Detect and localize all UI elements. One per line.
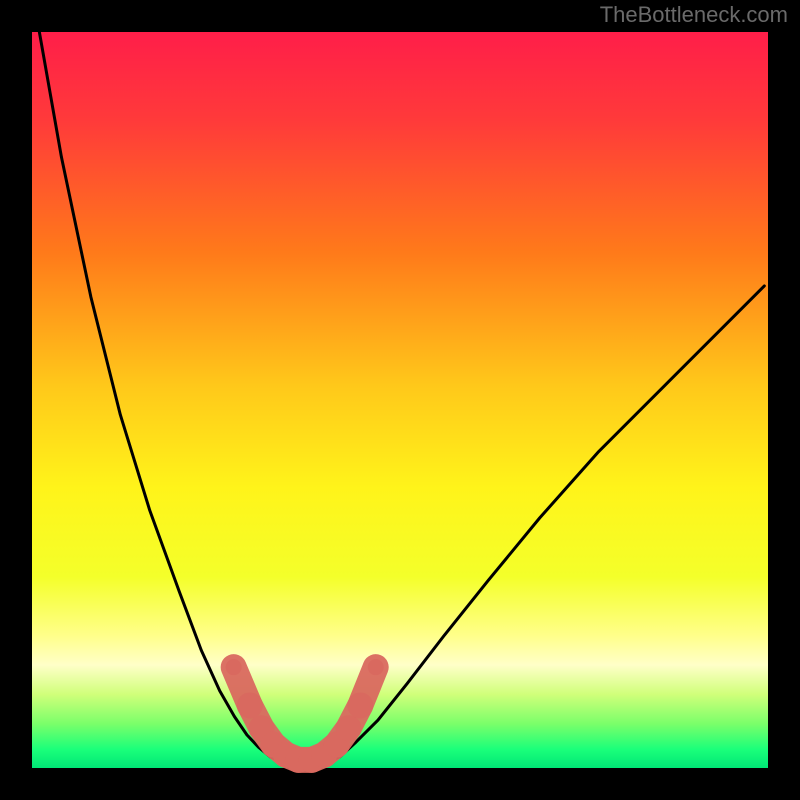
marker-dot <box>368 659 384 675</box>
marker-dot <box>237 692 263 718</box>
chart-frame: TheBottleneck.com <box>0 0 800 800</box>
plot-svg <box>0 0 800 800</box>
marker-dot <box>335 715 361 741</box>
marker-dot <box>347 692 373 718</box>
marker-dot <box>226 659 242 675</box>
plot-background <box>32 32 768 768</box>
